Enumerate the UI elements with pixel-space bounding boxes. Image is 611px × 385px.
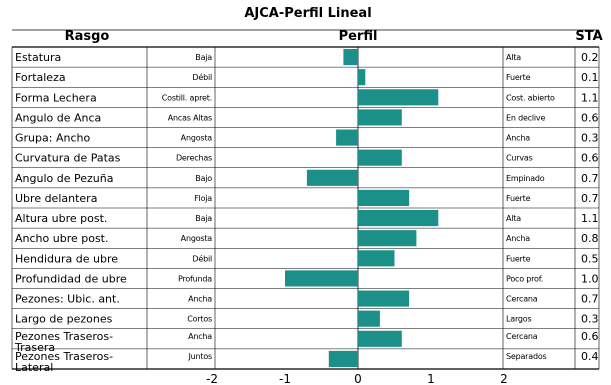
trait-label: Pezones Traseros-Trasera [14,330,113,354]
bar [358,210,439,227]
high-label: Fuerte [506,194,531,203]
bar [358,109,402,126]
x-tick-label: -2 [206,372,218,385]
bar [358,230,417,247]
low-label: Ancha [188,332,212,341]
table-grid [11,29,600,370]
bar [358,310,380,327]
low-label: Bajo [195,174,212,183]
trait-label: Largo de pezones [15,313,113,326]
trait-label: Fortaleza [15,71,66,84]
header-trait: Rasgo [65,29,110,44]
sta-value: 0.2 [581,51,599,64]
high-label: Separados [506,352,547,361]
bar [358,89,439,106]
high-label: Fuerte [506,73,531,82]
high-label: Cercana [506,295,538,304]
high-label: Cercana [506,332,538,341]
high-label: Empinado [506,174,545,183]
sta-value: 0.1 [581,71,599,84]
high-label: Alta [506,214,521,223]
bar [358,330,402,347]
sta-value: 1.1 [581,91,599,104]
trait-label: Pezones: Ubic. ant. [15,293,120,306]
low-label: Angosta [181,134,213,143]
sta-value: 0.6 [581,111,599,124]
high-label: En declive [506,113,545,122]
bar [358,149,402,166]
low-label: Baja [195,214,212,223]
low-label: Profunda [178,274,212,283]
high-label: Ancha [506,134,530,143]
trait-label: Grupa: Ancho [15,132,90,145]
low-label: Débil [192,72,212,82]
trait-label: Forma Lechera [15,91,97,104]
x-tick-label: 0 [354,372,362,385]
bar [328,350,358,367]
low-label: Débil [192,253,212,263]
trait-label: Altura ubre post. [15,212,107,225]
sta-value: 0.4 [581,350,599,363]
bar [358,290,410,307]
sta-value: 0.6 [581,330,599,343]
low-label: Costill. apret. [162,93,212,102]
row-labels: Estatura Baja Alta 0.2 Fortaleza Débil Fuerte 0… [14,51,599,374]
x-tick-label: -1 [279,372,291,385]
high-label: Poco prof. [506,274,543,283]
sta-value: 0.3 [581,132,599,145]
bar [306,169,358,186]
sta-value: 1.1 [581,212,599,225]
high-label: Curvas [506,154,533,163]
bars-group [285,49,439,367]
low-label: Angosta [181,234,213,243]
low-label: Baja [195,53,212,62]
trait-label: Estatura [15,51,61,64]
sta-value: 0.3 [581,313,599,326]
sta-value: 0.7 [581,293,599,306]
high-label: Largos [506,315,531,324]
chart-title: AJCA-Perfil Lineal [244,6,371,21]
header-profile: Perfil [339,29,378,44]
x-axis-ticks: -2 -1 0 1 2 [206,372,508,385]
sta-value: 0.5 [581,252,599,265]
sta-value: 0.6 [581,152,599,165]
high-label: Cost. abierto [506,93,555,102]
high-label: Alta [506,53,521,62]
bar [358,250,395,267]
low-label: Floja [194,194,212,203]
low-label: Ancha [188,295,212,304]
bar [343,49,358,66]
low-label: Cortos [187,315,212,324]
sta-value: 0.8 [581,232,599,245]
x-tick-label: 1 [427,372,435,385]
high-label: Fuerte [506,254,531,263]
low-label: Ancas Altas [168,113,212,122]
bar [358,189,410,206]
bar [358,69,366,86]
trait-label: Angulo de Anca [15,111,101,124]
trait-label: Ubre delantera [15,192,97,205]
trait-label: Ancho ubre post. [15,232,109,245]
sta-value: 0.7 [581,172,599,185]
low-label: Juntos [188,352,213,361]
low-label: Derechas [176,154,212,163]
trait-label: Hendidura de ubre [15,252,118,265]
bar [285,270,358,287]
header-sta: STA [575,29,602,44]
sta-value: 1.0 [581,272,599,285]
high-label: Ancha [506,234,530,243]
trait-label: Angulo de Pezuña [15,172,113,185]
x-tick-label: 2 [500,372,508,385]
sta-value: 0.7 [581,192,599,205]
trait-label: Curvatura de Patas [15,152,121,165]
trait-label: Pezones Traseros-Lateral [15,350,113,374]
trait-label: Profundidad de ubre [15,272,127,285]
bar [336,129,358,146]
